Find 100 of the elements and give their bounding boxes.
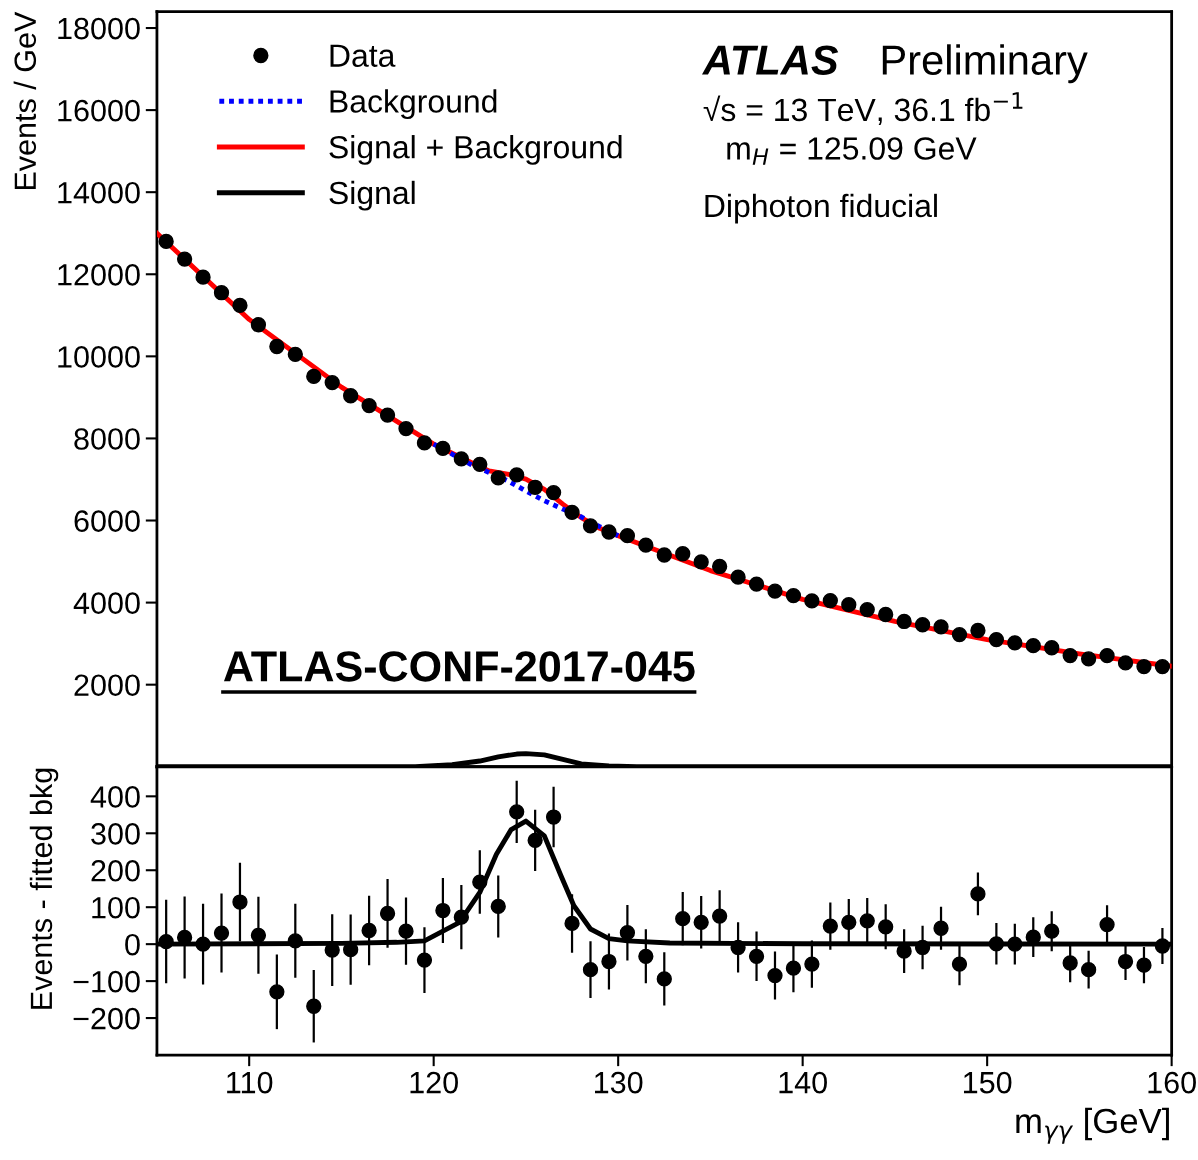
annotation: ATLAS-CONF-2017-045 xyxy=(223,651,695,682)
y-tick-label: 2000 xyxy=(74,674,140,697)
annotation: Diphoton fiducial xyxy=(705,193,937,224)
x-tick-label: 130 xyxy=(595,1071,643,1094)
point xyxy=(269,984,285,1000)
legend-label: Signal xyxy=(329,180,415,211)
point xyxy=(343,388,359,404)
point xyxy=(306,368,322,385)
point xyxy=(287,933,303,949)
x-tick-label: 110 xyxy=(227,1071,273,1094)
point xyxy=(1136,658,1152,675)
point xyxy=(564,504,580,520)
point xyxy=(1007,635,1023,651)
point xyxy=(1099,916,1115,933)
point xyxy=(490,898,506,915)
point xyxy=(619,528,636,544)
point xyxy=(1080,962,1097,978)
point xyxy=(361,922,377,939)
point xyxy=(1117,655,1134,671)
annotation: ATLAS xyxy=(702,45,839,75)
point xyxy=(656,971,672,987)
point xyxy=(841,914,857,930)
point xyxy=(324,374,340,391)
point xyxy=(545,484,562,501)
point xyxy=(1062,955,1078,971)
point xyxy=(675,546,691,562)
point xyxy=(250,317,267,333)
x-tick-label: 140 xyxy=(779,1071,827,1094)
point xyxy=(878,919,894,935)
point xyxy=(711,558,728,575)
point xyxy=(213,925,230,941)
point xyxy=(693,914,709,930)
point xyxy=(914,617,931,633)
annotation: m$_{H}$ = 125.09 GeV xyxy=(727,137,977,165)
point xyxy=(472,456,488,472)
point xyxy=(638,537,654,553)
legend-label: Signal + Background xyxy=(329,135,622,165)
point xyxy=(195,269,211,285)
point xyxy=(1099,647,1115,664)
point xyxy=(453,451,469,467)
point xyxy=(416,435,433,451)
legend-label: Data xyxy=(330,44,396,68)
point xyxy=(435,902,451,919)
point xyxy=(1025,638,1041,654)
point xyxy=(509,467,525,483)
point xyxy=(1117,953,1134,970)
point xyxy=(306,998,322,1014)
point xyxy=(896,613,912,630)
point xyxy=(564,915,580,932)
point xyxy=(730,939,746,956)
point xyxy=(416,952,433,968)
y-tick-label: 14000 xyxy=(58,181,140,204)
point xyxy=(232,297,248,314)
point xyxy=(914,939,931,956)
point xyxy=(232,894,248,910)
point xyxy=(656,547,672,563)
point xyxy=(859,601,875,618)
y-tick-label: −100 xyxy=(73,970,140,993)
point xyxy=(601,953,617,970)
point xyxy=(988,936,1005,952)
point xyxy=(804,956,820,972)
y-tick-label: 100 xyxy=(92,896,140,919)
annotation: √s = 13 TeV, 36.1 fb$^{−1}$ xyxy=(703,92,1023,125)
point xyxy=(213,285,230,301)
y-axis-title: Events - fitted bkg xyxy=(29,768,59,1009)
point xyxy=(453,909,469,925)
point xyxy=(1154,658,1171,675)
point xyxy=(527,832,543,848)
point xyxy=(878,606,894,623)
point xyxy=(545,809,562,825)
point xyxy=(675,911,691,927)
x-tick-label: 120 xyxy=(410,1071,458,1094)
y-tick-label: 10000 xyxy=(58,346,140,368)
point xyxy=(176,251,193,267)
point xyxy=(970,622,986,639)
point xyxy=(970,886,986,902)
legend-label: Background xyxy=(330,89,497,120)
point xyxy=(269,338,285,355)
point xyxy=(933,920,949,936)
point xyxy=(195,936,211,952)
point xyxy=(841,597,857,613)
y-tick-label: 200 xyxy=(91,859,140,882)
point xyxy=(582,518,599,534)
point xyxy=(988,631,1005,648)
point xyxy=(379,905,396,922)
point xyxy=(158,933,174,950)
point xyxy=(1044,640,1060,656)
y-tick-label: 16000 xyxy=(58,99,140,122)
point xyxy=(693,554,709,570)
point xyxy=(748,576,765,592)
y-tick-label: 8000 xyxy=(74,428,140,450)
point xyxy=(951,626,968,643)
point xyxy=(158,233,174,250)
point xyxy=(933,619,949,635)
point xyxy=(287,346,303,362)
point xyxy=(1062,647,1078,664)
y-tick-label: 18000 xyxy=(58,17,140,40)
point xyxy=(767,967,783,984)
y-axis-title: Events / GeV xyxy=(13,11,37,190)
point xyxy=(767,583,783,599)
